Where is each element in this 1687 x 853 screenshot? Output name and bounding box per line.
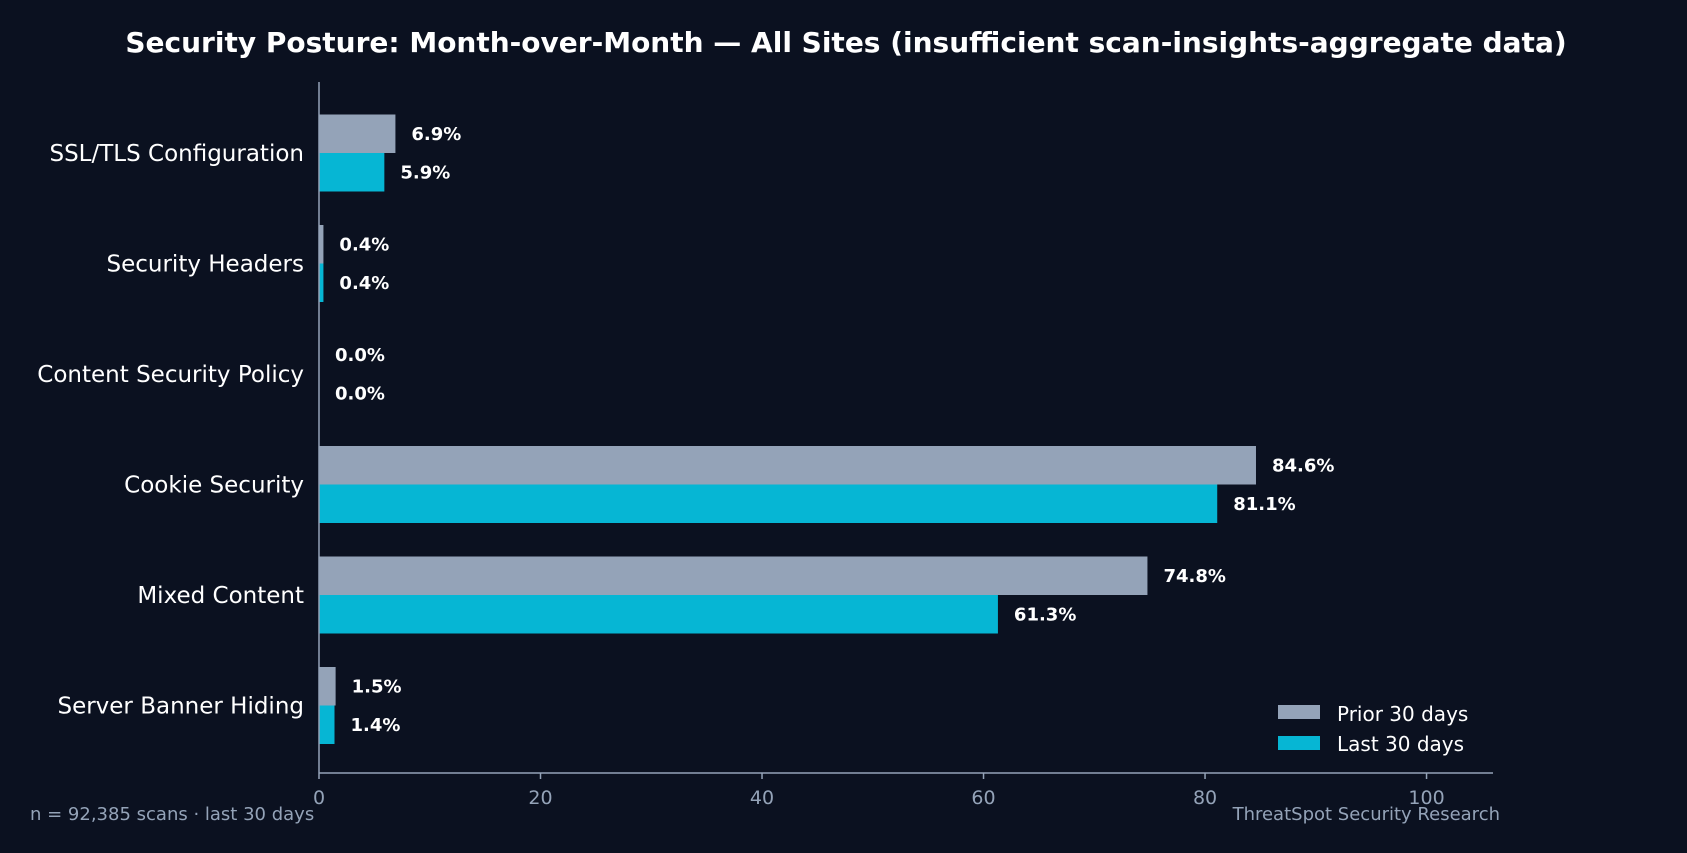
data-label-last-server-banner-hiding: 1.4% xyxy=(351,715,401,736)
x-tick-label-20: 20 xyxy=(528,787,552,809)
legend-swatch-last xyxy=(1278,736,1320,750)
data-label-last-cookie-security: 81.1% xyxy=(1233,494,1295,515)
data-label-last-content-security-policy: 0.0% xyxy=(335,383,385,404)
bar-last-server-banner-hiding xyxy=(319,705,335,744)
category-label-mixed-content: Mixed Content xyxy=(137,583,304,609)
data-label-prior-content-security-policy: 0.0% xyxy=(335,345,385,366)
bar-last-mixed-content xyxy=(319,595,998,634)
bar-prior-ssl-tls-configuration xyxy=(319,114,396,153)
category-label-server-banner-hiding: Server Banner Hiding xyxy=(57,694,304,720)
bar-last-cookie-security xyxy=(319,484,1218,523)
bar-prior-cookie-security xyxy=(319,446,1256,485)
x-tick-label-60: 60 xyxy=(971,787,995,809)
bars-layer: 6.9% 5.9% 0.4% 0.4% 0.0% 0.0% 84.6% 81.1% 74.8% 6… xyxy=(319,114,1334,744)
category-label-security-headers: Security Headers xyxy=(107,252,305,278)
footer-source-credit: ThreatSpot Security Research xyxy=(1232,804,1500,825)
legend-swatch-prior xyxy=(1278,705,1320,719)
legend-label-prior: Prior 30 days xyxy=(1337,702,1468,726)
bar-prior-server-banner-hiding xyxy=(319,667,336,706)
data-label-prior-mixed-content: 74.8% xyxy=(1163,566,1225,587)
data-label-last-mixed-content: 61.3% xyxy=(1014,604,1076,625)
legend-label-last: Last 30 days xyxy=(1337,732,1464,756)
x-tick-label-0: 0 xyxy=(313,787,325,809)
chart-title: Security Posture: Month-over-Month — All… xyxy=(125,26,1566,59)
category-label-ssl-tls-configuration: SSL/TLS Configuration xyxy=(49,141,304,167)
legend: Prior 30 days Last 30 days xyxy=(1278,702,1468,756)
category-label-content-security-policy: Content Security Policy xyxy=(37,362,304,388)
x-tick-label-40: 40 xyxy=(750,787,774,809)
axes-layer: SSL/TLS Configuration Security Headers Con… xyxy=(37,82,1493,809)
x-tick-label-80: 80 xyxy=(1193,787,1217,809)
bar-last-security-headers xyxy=(319,263,324,302)
data-label-prior-cookie-security: 84.6% xyxy=(1272,455,1334,476)
x-tick-label-100: 100 xyxy=(1408,787,1444,809)
category-label-cookie-security: Cookie Security xyxy=(124,473,304,499)
footer-sample-note: n = 92,385 scans · last 30 days xyxy=(30,804,314,825)
bar-prior-mixed-content xyxy=(319,556,1148,595)
data-label-prior-security-headers: 0.4% xyxy=(339,234,389,255)
bar-prior-security-headers xyxy=(319,225,324,264)
bar-last-ssl-tls-configuration xyxy=(319,153,385,192)
data-label-last-ssl-tls-configuration: 5.9% xyxy=(400,162,450,183)
data-label-last-security-headers: 0.4% xyxy=(339,273,389,294)
data-label-prior-server-banner-hiding: 1.5% xyxy=(352,676,402,697)
data-label-prior-ssl-tls-configuration: 6.9% xyxy=(411,124,461,145)
